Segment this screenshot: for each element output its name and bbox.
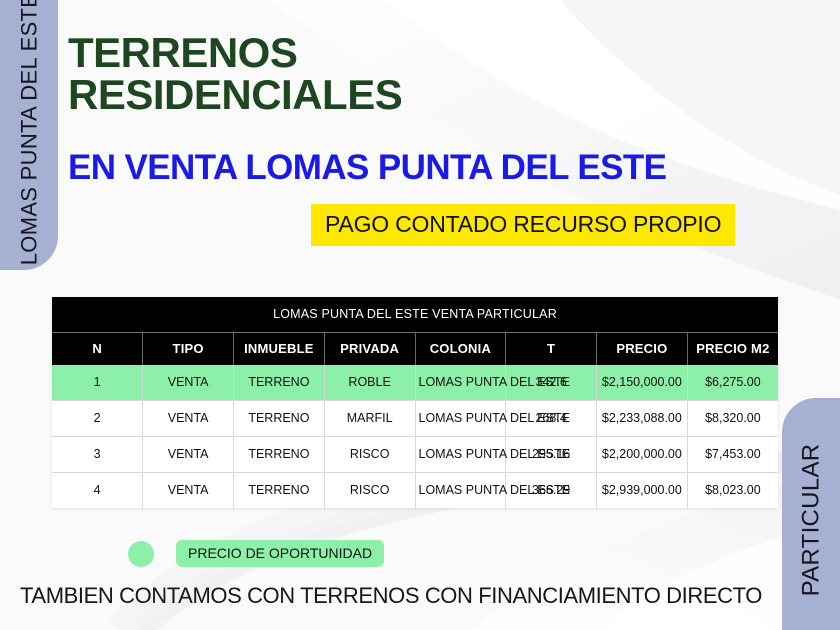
cell-privada: RISCO	[324, 436, 416, 473]
cell-colonia: LOMAS PUNTA DEL ESTE	[415, 472, 570, 508]
cell-privada: MARFIL	[324, 400, 416, 437]
cell-inmueble: TERRENO	[233, 365, 325, 401]
page-subtitle: EN VENTA LOMAS PUNTA DEL ESTE	[68, 148, 667, 187]
col-header-t: T	[505, 332, 597, 365]
page-title: TERRENOS RESIDENCIALES	[68, 29, 403, 118]
table-row[interactable]: 4 VENTA TERRENO RISCO LOMAS PUNTA DEL ES…	[52, 472, 778, 508]
listings-table: LOMAS PUNTA DEL ESTE VENTA PARTICULAR N …	[52, 297, 778, 508]
page-title-line2: RESIDENCIALES	[68, 71, 403, 118]
side-tab-right-label: PARTICULAR	[797, 443, 824, 597]
cell-precio: $2,233,088.00	[596, 400, 688, 437]
side-tab-left-label: LOMAS PUNTA DEL ESTE	[16, 0, 42, 266]
table-row[interactable]: 1 VENTA TERRENO ROBLE LOMAS PUNTA DEL ES…	[52, 365, 778, 401]
legend: PRECIO DE OPORTUNIDAD	[128, 540, 385, 567]
col-header-tipo: TIPO	[142, 332, 234, 365]
table-column-headers: N TIPO INMUEBLE PRIVADA COLONIA T PRECIO…	[52, 332, 778, 365]
cell-precio: $2,150,000.00	[596, 365, 688, 401]
cell-inmueble: TERRENO	[233, 400, 325, 437]
col-header-privada: PRIVADA	[324, 332, 416, 365]
col-header-colonia: COLONIA	[415, 332, 507, 365]
cell-precio-m2: $8,320.00	[687, 400, 778, 437]
cell-tipo: VENTA	[142, 400, 234, 437]
cell-privada: ROBLE	[324, 365, 416, 401]
side-tab-right: PARTICULAR	[782, 398, 840, 630]
cell-tipo: VENTA	[142, 436, 234, 473]
col-header-precio-m2: PRECIO M2	[687, 332, 778, 365]
cell-tipo: VENTA	[142, 365, 234, 401]
cell-precio: $2,939,000.00	[596, 472, 688, 508]
side-tab-left: LOMAS PUNTA DEL ESTE	[0, 0, 58, 270]
col-header-inmueble: INMUEBLE	[233, 332, 325, 365]
cell-colonia: LOMAS PUNTA DEL ESTE	[415, 436, 570, 473]
table-header-row: N TIPO INMUEBLE PRIVADA COLONIA T PRECIO…	[52, 332, 778, 365]
table-row[interactable]: 2 VENTA TERRENO MARFIL LOMAS PUNTA DEL E…	[52, 400, 778, 437]
cell-n: 1	[52, 365, 144, 401]
page-title-line1: TERRENOS	[68, 29, 298, 76]
col-header-n: N	[52, 332, 144, 365]
cell-precio-m2: $8,023.00	[687, 472, 778, 508]
cell-tipo: VENTA	[142, 472, 234, 508]
footer-note: TAMBIEN CONTAMOS CON TERRENOS CON FINANC…	[20, 583, 762, 608]
legend-label: PRECIO DE OPORTUNIDAD	[176, 540, 385, 567]
col-header-precio: PRECIO	[596, 332, 688, 365]
cell-colonia: LOMAS PUNTA DEL ESTE	[415, 365, 570, 401]
table-body: 1 VENTA TERRENO ROBLE LOMAS PUNTA DEL ES…	[52, 365, 778, 508]
cell-n: 4	[52, 472, 144, 508]
legend-swatch-icon	[128, 540, 154, 567]
cell-precio: $2,200,000.00	[596, 436, 688, 473]
table-title: LOMAS PUNTA DEL ESTE VENTA PARTICULAR	[52, 297, 778, 333]
table-row[interactable]: 3 VENTA TERRENO RISCO LOMAS PUNTA DEL ES…	[52, 436, 778, 473]
listings-table-container: LOMAS PUNTA DEL ESTE VENTA PARTICULAR N …	[52, 297, 778, 508]
cell-precio-m2: $6,275.00	[687, 365, 778, 401]
cell-colonia: LOMAS PUNTA DEL ESTE	[415, 400, 570, 437]
cell-inmueble: TERRENO	[233, 472, 325, 508]
payment-banner: PAGO CONTADO RECURSO PROPIO	[311, 204, 736, 246]
cell-privada: RISCO	[324, 472, 416, 508]
cell-n: 3	[52, 436, 144, 473]
cell-n: 2	[52, 400, 144, 437]
table-title-row: LOMAS PUNTA DEL ESTE VENTA PARTICULAR	[52, 297, 778, 333]
cell-precio-m2: $7,453.00	[687, 436, 778, 473]
cell-inmueble: TERRENO	[233, 436, 325, 473]
